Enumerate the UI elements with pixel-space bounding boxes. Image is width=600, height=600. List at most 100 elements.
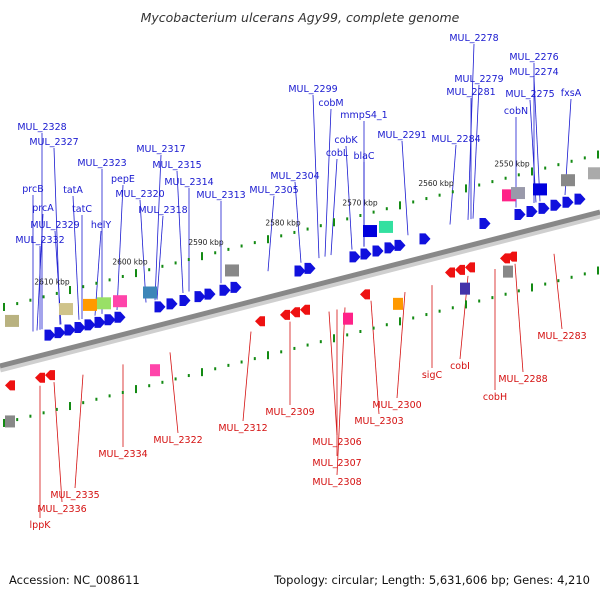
connector-line (553, 253, 563, 330)
forward-gene-arrow (84, 319, 96, 331)
reverse-gene-arrow (360, 289, 370, 300)
forward-gene-arrow (230, 281, 242, 293)
scale-tick-upper (95, 281, 98, 285)
scale-tick-lower (29, 414, 32, 418)
forward-gene-arrow (204, 288, 216, 300)
scale-tick-upper (82, 285, 85, 289)
reverse-gene-label: MUL_2300 (372, 400, 421, 411)
scale-tick-upper (478, 183, 481, 187)
reverse-gene-block (393, 297, 403, 310)
scale-tick-lower (504, 292, 507, 296)
scale-label: 2580 kbp (265, 218, 301, 227)
scale-tick-lower (16, 418, 19, 422)
axis-shadow (0, 211, 600, 373)
scale-tick-lower (240, 360, 243, 364)
forward-gene-arrow (219, 284, 231, 296)
reverse-gene-arrow (300, 304, 310, 315)
connector-line (330, 158, 338, 256)
genome-axis-line (0, 209, 600, 369)
scale-tick-lower (531, 283, 533, 292)
reverse-gene-arrow (465, 262, 475, 273)
reverse-gene-arrow (507, 251, 517, 262)
genome-stats: Topology: circular; Length: 5,631,606 bp… (274, 573, 590, 587)
reverse-gene-label: MUL_2312 (218, 423, 267, 434)
scale-tick-upper (69, 286, 71, 295)
forward-gene-label: MUL_2275 (505, 89, 554, 100)
forward-gene-label: MUL_2305 (249, 185, 298, 196)
scale-tick-upper (359, 213, 362, 217)
forward-gene-label: MUL_2278 (449, 33, 498, 44)
scale-tick-lower (82, 401, 85, 405)
forward-gene-label: MUL_2274 (509, 67, 558, 78)
forward-gene-block (511, 187, 525, 200)
scale-tick-upper (372, 210, 375, 214)
scale-label: 2570 kbp (342, 199, 378, 208)
reverse-gene-label: cobI (450, 361, 470, 372)
forward-gene-label: MUL_2318 (138, 205, 187, 216)
scale-tick-lower (399, 317, 401, 326)
forward-gene-label: MUL_2329 (30, 220, 79, 231)
forward-gene-arrow (104, 314, 116, 326)
connector-line (472, 84, 480, 219)
scale-label: 2560 kbp (418, 179, 454, 188)
forward-gene-label: prcB (22, 184, 43, 195)
accession-info: Accession: NC_008611 (9, 573, 140, 587)
forward-gene-label: MUL_2313 (196, 190, 245, 201)
forward-gene-arrow (166, 298, 178, 310)
scale-tick-lower (3, 418, 5, 427)
reverse-gene-block (5, 415, 15, 428)
forward-gene-arrow (44, 329, 56, 341)
forward-gene-arrow (394, 239, 406, 251)
scale-tick-lower (187, 374, 190, 378)
forward-gene-arrow (154, 301, 166, 313)
forward-gene-label: mmpS4_1 (340, 110, 387, 121)
scale-label: 2550 kbp (494, 160, 530, 169)
connector-line (401, 140, 409, 236)
connector-line (533, 77, 541, 202)
genome-axis: 2610 kbp 2600 kbp 2590 kbp 2580 kbp 2570 kbp… (0, 150, 600, 427)
connector-line (328, 311, 338, 436)
forward-gene-label: MUL_2315 (152, 160, 201, 171)
forward-gene-label: MUL_2328 (17, 122, 66, 133)
reverse-gene-block (150, 364, 160, 377)
scale-tick-lower (385, 323, 388, 327)
scale-tick-upper (544, 166, 547, 170)
scale-tick-lower (108, 394, 111, 398)
map-title: Mycobacterium ulcerans Agy99, complete g… (141, 10, 460, 25)
forward-gene-label: cobM (318, 98, 343, 109)
scale-tick-upper (240, 244, 243, 248)
forward-gene-label: MUL_2279 (454, 74, 503, 85)
reverse-gene-arrow (455, 264, 465, 275)
forward-gene-arrow (94, 316, 106, 328)
topology-value: circular (331, 573, 375, 587)
reverse-gene-label: MUL_2288 (498, 374, 547, 385)
forward-gene-arrow (562, 196, 574, 208)
forward-gene-block (363, 225, 377, 238)
forward-gene-arrow (526, 205, 538, 217)
scale-tick-lower (425, 313, 428, 317)
scale-tick-upper (504, 176, 507, 180)
scale-tick-upper (583, 156, 586, 160)
connector-line (324, 108, 332, 257)
scale-tick-upper (412, 200, 415, 204)
scale-tick-lower (214, 367, 217, 371)
reverse-gene-label: MUL_2334 (98, 449, 147, 460)
scale-tick-upper (267, 235, 269, 244)
scale-tick-upper (16, 302, 19, 306)
scale-tick-lower (69, 402, 71, 411)
scale-tick-upper (201, 252, 203, 261)
scale-tick-upper (55, 291, 58, 295)
scale-tick-upper (306, 227, 309, 231)
forward-gene-block (83, 298, 97, 311)
forward-gene-arrow (574, 193, 586, 205)
scale-tick-lower (412, 316, 415, 320)
scale-tick-upper (227, 247, 230, 251)
reverse-gene-arrow (45, 370, 55, 381)
forward-gene-label: MUL_2317 (136, 144, 185, 155)
scale-tick-lower (491, 296, 494, 300)
scale-tick-upper (108, 278, 111, 282)
scale-tick-upper (570, 159, 573, 163)
scale-tick-upper (253, 241, 256, 245)
scale-tick-lower (253, 357, 256, 361)
